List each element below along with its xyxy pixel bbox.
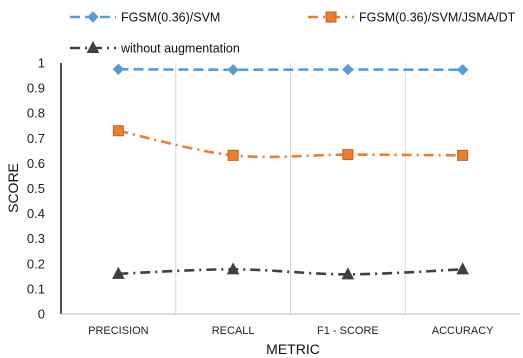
gridlines bbox=[176, 63, 406, 314]
y-tick-label: 0.1 bbox=[27, 281, 45, 296]
data-point bbox=[113, 126, 123, 136]
data-point bbox=[458, 65, 468, 75]
tick-labels: 0 0.1 0.2 0.3 0.4 0.5 0.6 0.7 0.8 0.9 1 PRECISION RE… bbox=[27, 56, 494, 338]
y-tick-label: 1 bbox=[38, 56, 45, 71]
series-line bbox=[118, 69, 462, 70]
legend-marker bbox=[326, 12, 336, 22]
y-tick-label: 0.2 bbox=[27, 256, 45, 271]
legend-item-1: FGSM(0.36)/SVM bbox=[70, 11, 220, 25]
x-axis-title: METRIC bbox=[266, 341, 320, 357]
data-point bbox=[343, 150, 353, 160]
data-point bbox=[457, 263, 468, 274]
legend-item-2: FGSM(0.36)/SVM/JSMA/DT bbox=[308, 11, 516, 25]
legend-label: FGSM(0.36)/SVM/JSMA/DT bbox=[359, 11, 516, 25]
data-point bbox=[458, 150, 468, 160]
x-tick-label: RECALL bbox=[212, 325, 255, 337]
y-tick-label: 0.9 bbox=[27, 81, 45, 96]
data-point bbox=[228, 150, 238, 160]
y-tick-label: 0.8 bbox=[27, 106, 45, 121]
data-point bbox=[343, 65, 353, 75]
y-tick-label: 0.7 bbox=[27, 131, 45, 146]
y-tick-label: 0 bbox=[38, 307, 45, 322]
x-tick-label: ACCURACY bbox=[432, 325, 494, 337]
y-tick-label: 0.4 bbox=[27, 206, 45, 221]
legend-item-3: without augmentation bbox=[70, 42, 240, 56]
x-tick-label: PRECISION bbox=[88, 325, 149, 337]
y-axis-title: SCORE bbox=[5, 163, 21, 213]
legend-label: without augmentation bbox=[120, 42, 240, 56]
legend-marker bbox=[88, 12, 98, 22]
legend-label: FGSM(0.36)/SVM bbox=[121, 11, 220, 25]
x-tick-label: F1 - SCORE bbox=[317, 325, 379, 337]
y-tick-label: 0.6 bbox=[27, 156, 45, 171]
data-point bbox=[228, 65, 238, 75]
y-tick-label: 0.3 bbox=[27, 231, 45, 246]
y-tick-label: 0.5 bbox=[27, 181, 45, 196]
data-point bbox=[113, 64, 123, 74]
legend: FGSM(0.36)/SVM FGSM(0.36)/SVM/JSMA/DT with… bbox=[70, 11, 516, 56]
